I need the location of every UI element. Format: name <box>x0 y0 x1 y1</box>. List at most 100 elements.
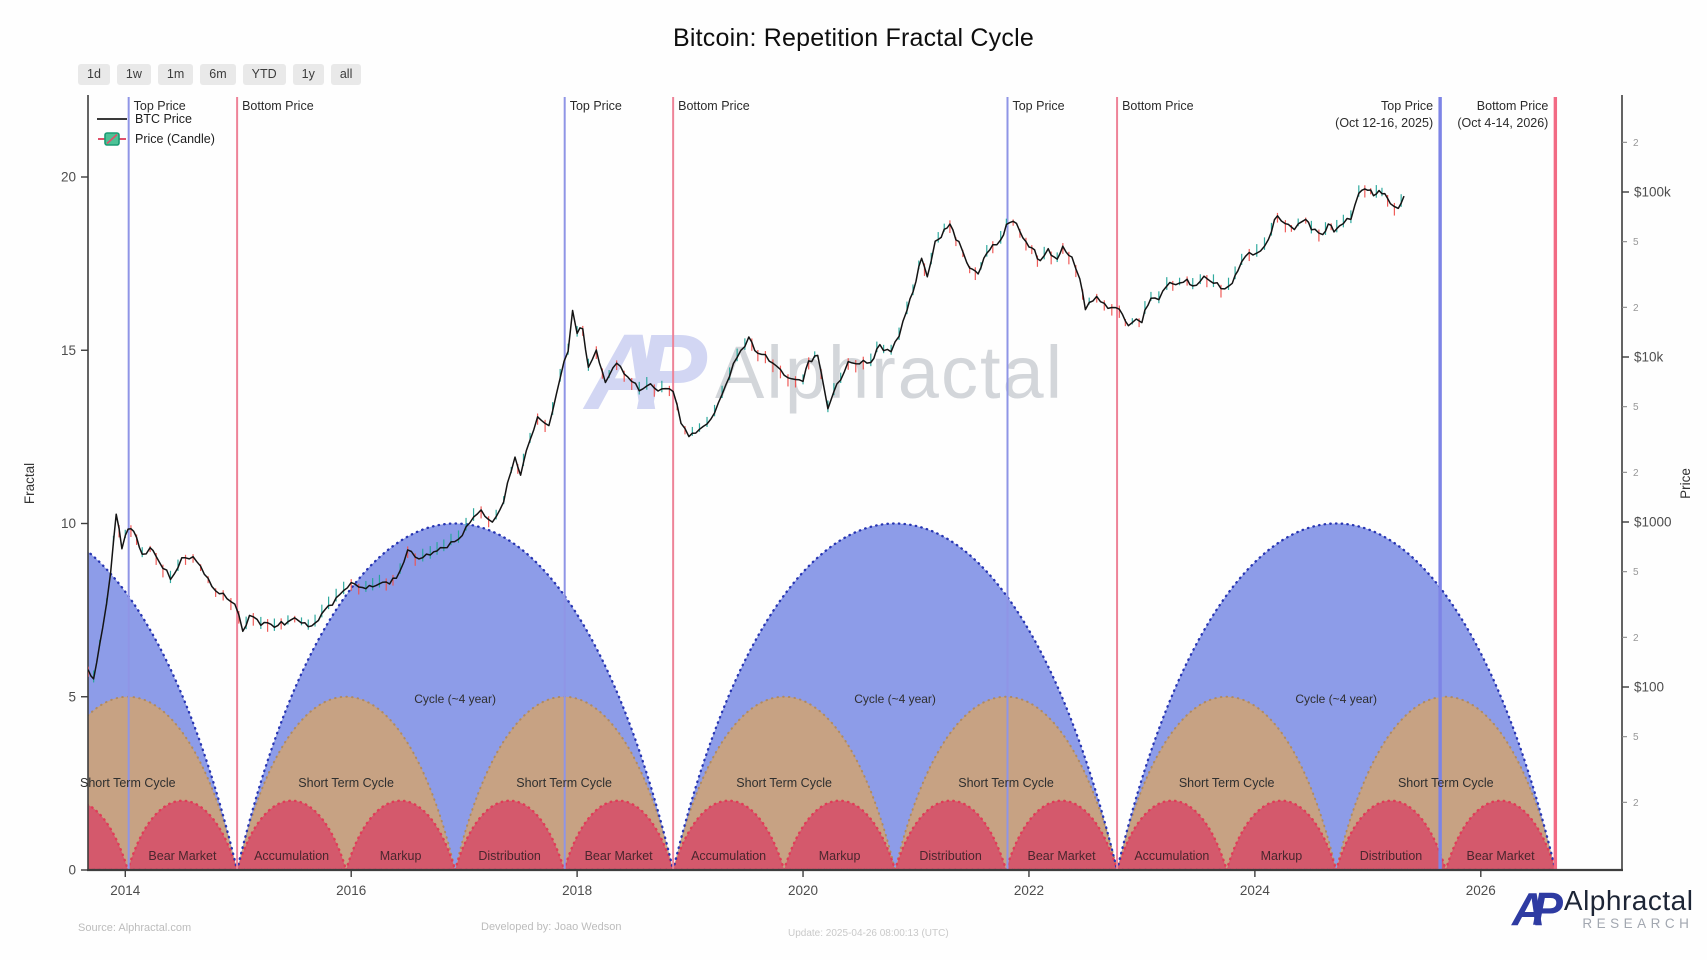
cycle-arc-border <box>671 522 1119 870</box>
x-tick-label: 2018 <box>562 883 592 898</box>
short-term-cycle-label: Short Term Cycle <box>516 776 612 790</box>
phase-label: Distribution <box>478 849 541 863</box>
cycle-label: Cycle (~4 year) <box>414 692 496 706</box>
brand-lockup[interactable]: AP Alphractal RESEARCH <box>1512 883 1694 935</box>
arc-labels-layer: Cycle (~4 year) Cycle (~4 year) Cycle (~4 … <box>80 692 1535 863</box>
price-lines-layer: Top Price Top Price Top Price Top Price (Oct… <box>127 97 1558 870</box>
phase-arc-border <box>1444 799 1557 870</box>
line-series-icon <box>97 118 127 120</box>
phase-arc-border <box>562 799 675 870</box>
phase-arc-border <box>893 799 1008 870</box>
price-minor-tick-label: 2 <box>1633 468 1639 479</box>
phase-arc-border <box>1115 799 1228 870</box>
phase-arc <box>895 800 1007 870</box>
range-button-1w[interactable]: 1w <box>116 64 151 85</box>
page-title: Bitcoin: Repetition Fractal Cycle <box>673 24 1034 52</box>
price-minor-tick-label: 2 <box>1633 138 1639 149</box>
phase-arc-border <box>1004 799 1119 870</box>
range-button-1y[interactable]: 1y <box>292 64 324 85</box>
range-button-1m[interactable]: 1m <box>157 64 194 85</box>
phase-label: Accumulation <box>254 849 329 863</box>
short-term-arc-border <box>0 697 19 870</box>
phase-arc-border <box>235 799 348 870</box>
candle-series-icon <box>98 132 126 146</box>
brand-name: Alphractal <box>1563 885 1694 916</box>
phase-label: Markup <box>819 849 861 863</box>
legend-btc-price-label: BTC Price <box>135 112 192 126</box>
legend-price-candle[interactable]: Price (Candle) <box>97 131 215 147</box>
fractal-tick-label: 5 <box>68 689 76 704</box>
candle-wicks <box>88 185 1402 683</box>
legend-btc-price[interactable]: BTC Price <box>97 112 215 126</box>
short-term-arc-border <box>672 696 897 870</box>
price-minor-tick-label: 2 <box>1633 303 1639 314</box>
x-tick-label: 2026 <box>1466 883 1496 898</box>
fractal-tick-label: 0 <box>68 863 76 878</box>
range-button-all[interactable]: all <box>330 64 362 85</box>
short-term-cycle-label: Short Term Cycle <box>1398 776 1494 790</box>
phase-arc <box>1336 800 1446 870</box>
price-minor-tick-label: 5 <box>1633 567 1639 578</box>
price-tick-label: $1000 <box>1634 515 1672 530</box>
brand-subtitle: RESEARCH <box>1582 916 1694 931</box>
top-price-label: Top Price <box>134 99 186 113</box>
range-button-ytd[interactable]: YTD <box>242 64 286 85</box>
phase-arc-border <box>453 799 566 870</box>
x-tick-label: 2024 <box>1240 883 1271 898</box>
legend-price-candle-label: Price (Candle) <box>135 132 215 146</box>
phase-arc-border <box>671 799 786 870</box>
phase-arc <box>673 800 785 870</box>
price-axis-title: Price <box>1678 468 1693 499</box>
short-term-arc-border <box>894 696 1119 870</box>
range-button-1d[interactable]: 1d <box>78 64 110 85</box>
phase-arc <box>784 800 896 870</box>
price-tick-label: $100k <box>1634 185 1671 200</box>
price-minor-tick-label: 2 <box>1633 798 1639 809</box>
phase-arc <box>0 801 19 870</box>
x-tick-label: 2016 <box>336 883 366 898</box>
price-minor-tick-label: 5 <box>1633 732 1639 743</box>
phase-label: Distribution <box>919 849 982 863</box>
short-term-cycle-label: Short Term Cycle <box>1179 776 1275 790</box>
axes-layer: 2014 2016 2018 2020 2022 2024 2026 0 5 10 15 20 $100… <box>22 95 1693 898</box>
x-tick-label: 2020 <box>788 883 818 898</box>
short-term-arc-border <box>1116 696 1338 870</box>
price-tick-label: $10k <box>1634 350 1664 365</box>
price-minor-tick-label: 5 <box>1633 237 1639 248</box>
phase-label: Bear Market <box>1028 849 1097 863</box>
range-toolbar: 1d 1w 1m 6m YTD 1y all <box>78 64 362 85</box>
bottom-price-label: Bottom Price <box>1477 99 1549 113</box>
fractal-tick-label: 20 <box>61 170 76 185</box>
cycle-arc-border <box>1115 522 1557 870</box>
phase-arc <box>1006 800 1118 870</box>
phase-label: Bear Market <box>148 849 217 863</box>
phase-arc <box>346 800 456 870</box>
fractal-tick-label: 10 <box>61 516 76 531</box>
short-term-arc-border <box>1335 696 1557 870</box>
phase-label: Distribution <box>1360 849 1423 863</box>
short-term-cycle-label: Short Term Cycle <box>298 776 394 790</box>
short-term-cycle-label: Short Term Cycle <box>80 776 176 790</box>
phase-arc <box>455 800 565 870</box>
phase-arc-border <box>782 799 897 870</box>
phase-label: Bear Market <box>585 849 654 863</box>
price-minor-tick-label: 5 <box>1633 402 1639 413</box>
x-tick-label: 2014 <box>110 883 141 898</box>
bottom-price-label: Bottom Price <box>1122 99 1194 113</box>
phase-arc <box>1226 800 1337 870</box>
btc-price-layer <box>88 185 1405 683</box>
cycle-label: Cycle (~4 year) <box>1295 692 1377 706</box>
range-button-6m[interactable]: 6m <box>200 64 236 85</box>
short-term-arc <box>0 697 19 870</box>
update-note: Update: 2025-04-26 08:00:13 (UTC) <box>788 928 949 939</box>
phase-arc <box>1445 800 1556 870</box>
phase-arc <box>564 800 674 870</box>
phase-arc <box>88 804 128 870</box>
fractal-axis-title: Fractal <box>22 463 37 504</box>
short-term-arc-border <box>236 696 457 870</box>
top-price-label: Top Price <box>1012 99 1064 113</box>
brand-ap-logo-icon: AP <box>1512 883 1563 935</box>
phase-arc-border <box>126 799 239 870</box>
phase-arc <box>1117 800 1227 870</box>
